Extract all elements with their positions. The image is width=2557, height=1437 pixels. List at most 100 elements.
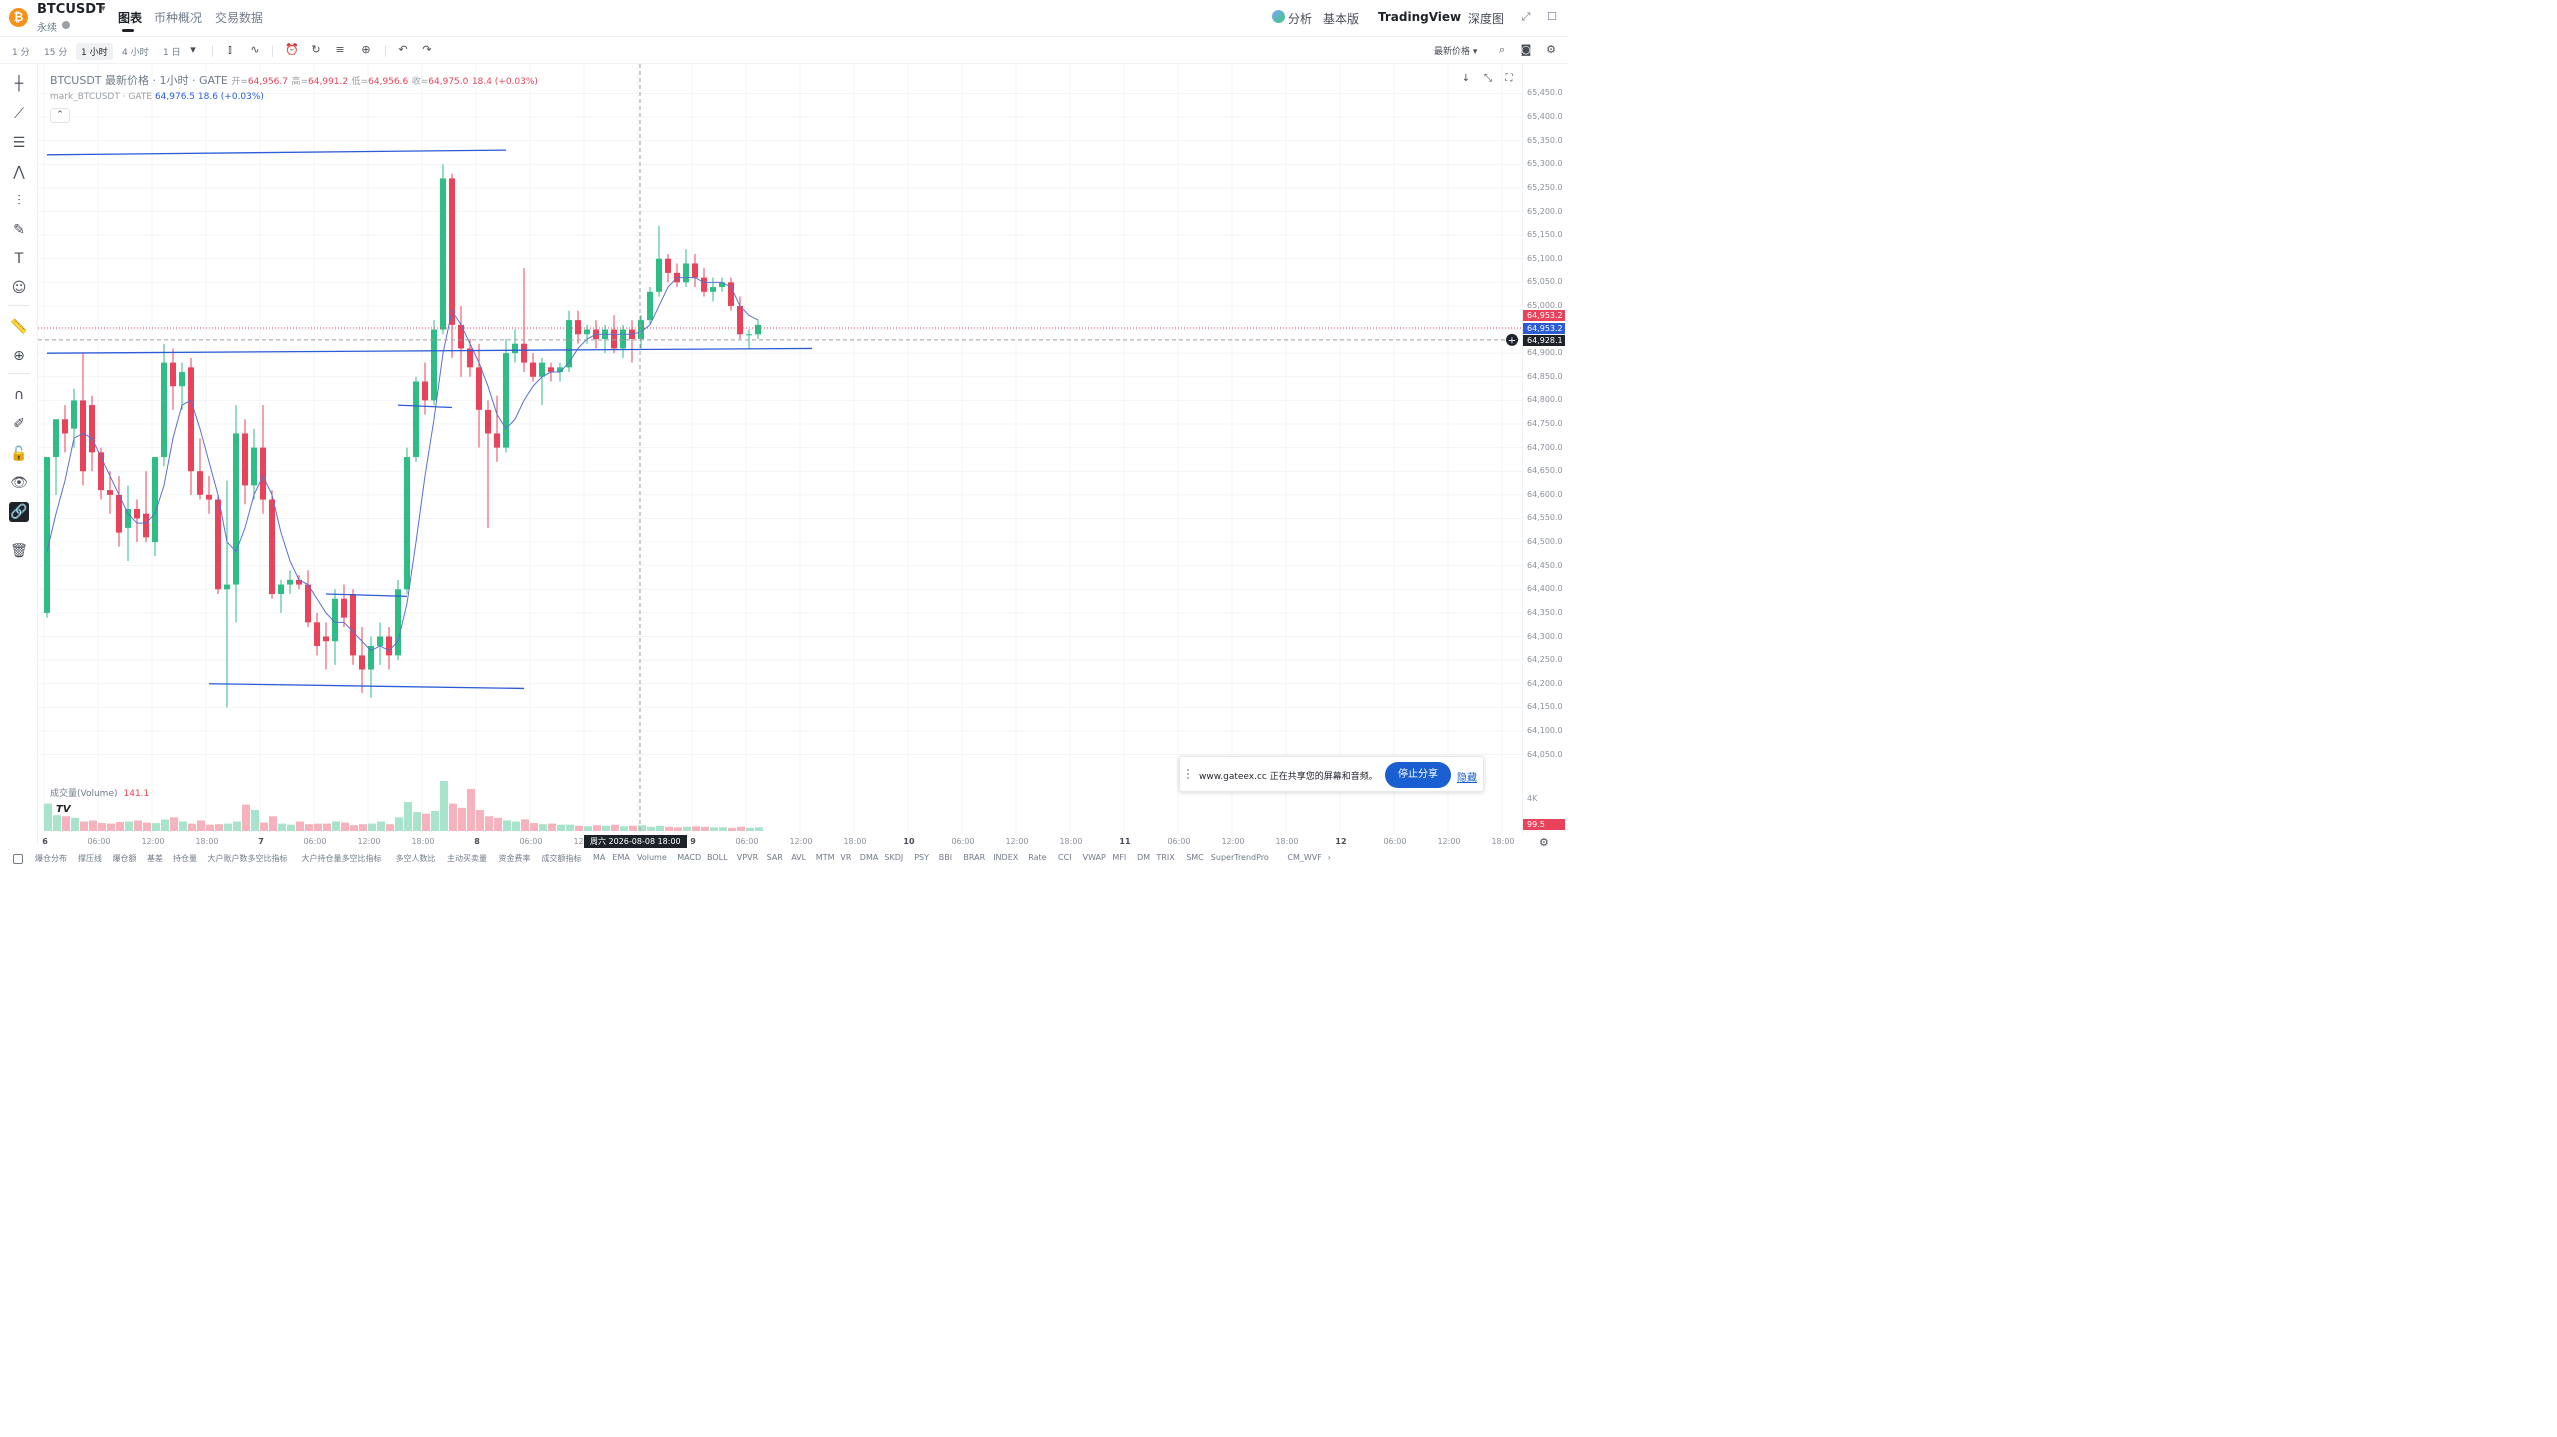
tab-coin-overview[interactable]: 币种概况 (154, 11, 203, 25)
search-icon[interactable]: ⌕ (1498, 43, 1506, 56)
price-type-select[interactable]: 最新价格 ▾ (1434, 47, 1478, 57)
indicator-item[interactable]: VPVR (736, 853, 759, 862)
axis-settings-icon[interactable]: ⚙ (1539, 836, 1549, 849)
emoji-icon[interactable]: ☺ (11, 280, 27, 296)
tab-chart[interactable]: 图表 (118, 11, 143, 25)
replay-icon[interactable]: ↻ (311, 43, 321, 56)
indicator-item[interactable]: MFI (1112, 853, 1127, 862)
template-icon[interactable]: ≡ (335, 43, 345, 56)
indicator-item[interactable]: AVL (791, 853, 807, 862)
indicator-item[interactable]: BOLL (707, 853, 728, 862)
timeframe-4h[interactable]: 4 小时 (122, 48, 149, 58)
indicator-item[interactable]: 持仓量 (173, 854, 197, 863)
indicator-item[interactable]: SMC (1186, 853, 1204, 862)
collapse-legend-button[interactable]: ⌃ (50, 108, 70, 123)
edit-lock-icon[interactable]: ✐ (13, 416, 25, 432)
text-tool-icon[interactable]: T (14, 251, 24, 267)
eye-icon[interactable]: 👁 (10, 475, 28, 491)
indicator-item[interactable]: 主动买卖量 (447, 854, 487, 863)
timeframe-1h[interactable]: 1 小时 (76, 43, 113, 60)
info-icon[interactable] (62, 21, 70, 29)
indicator-item[interactable]: VR (840, 853, 852, 862)
tradingview-button[interactable]: TradingView (1378, 10, 1462, 24)
chart-pane[interactable]: + BTCUSDT 最新价格 · 1小时 · GATE 开=64,956.7 高… (38, 64, 1522, 834)
price-chart-canvas[interactable]: + (38, 64, 1522, 834)
indicator-item[interactable]: TRIX (1156, 853, 1175, 862)
more-indicators-icon[interactable]: › (1327, 853, 1331, 862)
crosshair-icon[interactable]: ┼ (14, 76, 24, 92)
indicator-item[interactable]: Volume (637, 853, 667, 862)
indicator-item[interactable]: MA (593, 853, 606, 862)
collapse-icon[interactable]: ⤡ (1484, 73, 1492, 84)
zoom-in-icon[interactable]: ⊕ (13, 348, 25, 364)
candle-body (53, 419, 59, 458)
lock-icon[interactable]: 🔓 (10, 446, 28, 462)
ruler-icon[interactable]: 📏 (10, 319, 28, 335)
indicator-item[interactable]: 撑压线 (78, 854, 102, 863)
indicator-item[interactable]: 大户账户数多空比指标 (207, 854, 288, 863)
indicator-item[interactable]: BBI (938, 853, 953, 862)
maximize-icon[interactable]: ⛶ (1505, 73, 1513, 84)
timeframe-dropdown-icon[interactable]: ▾ (190, 43, 196, 56)
indicator-item[interactable]: PSY (914, 853, 929, 862)
hide-banner-link[interactable]: 隐藏 (1457, 773, 1477, 784)
indicator-item[interactable]: DM (1137, 853, 1151, 862)
indicator-item[interactable]: 资金费率 (498, 854, 531, 863)
tab-trading-data[interactable]: 交易数据 (215, 11, 264, 25)
link-icon[interactable]: 🔗 (9, 502, 29, 522)
indicator-item[interactable]: BRAR (963, 853, 986, 862)
indicator-item[interactable]: DMA (859, 853, 879, 862)
brush-icon[interactable]: ✎ (13, 222, 25, 238)
timeframe-15m[interactable]: 15 分 (44, 48, 68, 58)
indicator-item[interactable]: MTM (815, 853, 835, 862)
depth-chart-button[interactable]: 深度图 (1468, 12, 1505, 26)
timeframe-1d[interactable]: 1 日 (163, 48, 181, 58)
undo-icon[interactable]: ↶ (398, 43, 408, 56)
indicator-item[interactable]: 爆仓额 (112, 854, 137, 863)
indicator-item[interactable]: Rate (1028, 853, 1047, 862)
timeframe-1m[interactable]: 1 分 (12, 48, 30, 58)
settings-icon[interactable]: ⚙ (1546, 43, 1556, 56)
time-axis[interactable]: 18:00 12:00 06:00 12 18:00 12:00 06:00 11 18:00 1… (38, 834, 1522, 850)
scroll-down-icon[interactable]: ↓ (1461, 73, 1471, 84)
indicator-item[interactable]: 成交额指标 (541, 854, 582, 863)
symbol-dropdown-icon[interactable]: ▾ (101, 4, 106, 14)
drag-handle-icon[interactable] (1187, 769, 1192, 779)
price-axis[interactable]: 65,450.0 65,400.0 65,350.0 65,300.0 65,250.0… (1522, 64, 1568, 834)
ai-analysis-icon[interactable] (1272, 10, 1285, 23)
indicator-item[interactable]: 基差 (147, 854, 163, 863)
indicator-item[interactable]: MACD (677, 853, 702, 862)
indicator-item[interactable]: 大户持仓量多空比指标 (301, 854, 382, 863)
candle-style-icon[interactable]: ⫾ (228, 43, 232, 56)
fullscreen-icon[interactable]: ☐ (1547, 10, 1557, 23)
indicator-item[interactable]: CM_WVF (1287, 853, 1322, 862)
indicator-item[interactable]: SuperTrendPro (1210, 853, 1269, 862)
calendar-icon[interactable] (13, 854, 23, 864)
indicator-item[interactable]: 多空人数比 (395, 854, 436, 863)
tradingview-logo[interactable]: TV (56, 804, 71, 815)
volume-bar (143, 822, 151, 831)
add-compare-icon[interactable]: ⊕ (361, 43, 371, 56)
magnet-icon[interactable]: ∩ (13, 387, 25, 403)
fib-icon[interactable]: ⫶ (17, 193, 21, 209)
indicator-item[interactable]: SKDJ (884, 853, 904, 862)
horizontal-lines-icon[interactable]: ☰ (12, 135, 26, 151)
analysis-button[interactable]: 分析 (1288, 12, 1313, 26)
trend-line-icon[interactable]: ⟋ (14, 106, 24, 122)
basic-view-button[interactable]: 基本版 (1323, 12, 1360, 26)
indicator-item[interactable]: SAR (766, 853, 783, 862)
indicator-item[interactable]: EMA (612, 853, 630, 862)
redo-icon[interactable]: ↷ (422, 43, 432, 56)
pattern-icon[interactable]: ⋀ (13, 164, 25, 180)
indicator-item[interactable]: VWAP (1082, 853, 1106, 862)
expand-icon[interactable]: ⤢ (1521, 10, 1531, 23)
indicator-item[interactable]: CCI (1058, 853, 1072, 862)
camera-icon[interactable]: ◙ (1520, 43, 1532, 56)
stop-sharing-button[interactable]: 停止分享 (1385, 762, 1451, 788)
alert-icon[interactable]: ⏰ (285, 43, 299, 56)
symbol-name[interactable]: BTCUSDT (37, 2, 105, 17)
trash-icon[interactable]: 🗑 (10, 543, 28, 559)
indicator-item[interactable]: 爆仓分布 (35, 854, 67, 863)
indicator-item[interactable]: INDEX (993, 853, 1019, 862)
indicators-icon[interactable]: ∿ (250, 43, 260, 56)
